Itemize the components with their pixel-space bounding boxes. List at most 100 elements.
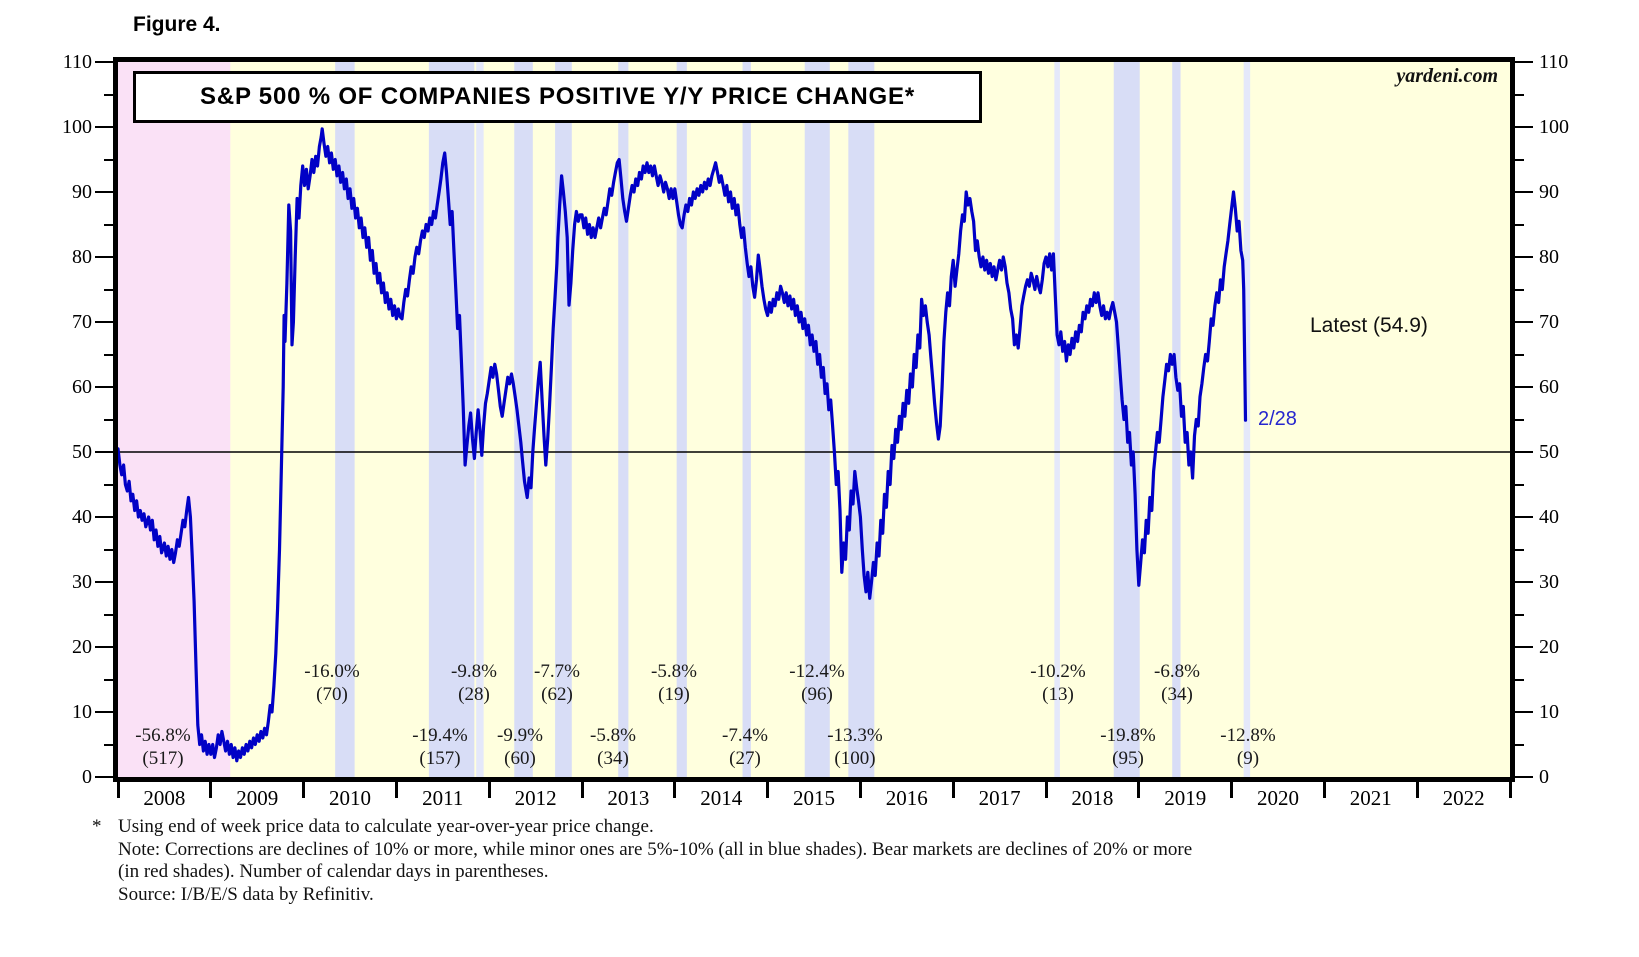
x-year-tick — [1415, 782, 1419, 798]
y-tick-right — [1515, 288, 1524, 291]
footnote-line-2: Note: Corrections are declines of 10% or… — [118, 838, 1193, 860]
decline-days: (95) — [1112, 748, 1144, 769]
y-tick-right — [1515, 386, 1533, 388]
y-tick-left — [95, 191, 113, 193]
y-tick-right — [1515, 548, 1524, 551]
decline-annotation: -10.2% (13) — [988, 660, 1128, 706]
y-axis-label-right: 100 — [1539, 116, 1569, 138]
year-label: 2008 — [143, 786, 186, 810]
decline-annotation: -13.3% (100) — [785, 724, 925, 770]
correction-band — [618, 62, 629, 777]
y-tick-left — [104, 288, 113, 291]
decline-annotation: -6.8% (34) — [1107, 660, 1247, 706]
year-label: 2011 — [422, 786, 464, 810]
y-axis-label-left: 100 — [62, 116, 92, 138]
decline-percent: -19.4% — [412, 725, 468, 746]
y-tick-left — [95, 776, 113, 778]
watermark-yardeni: yardeni.com — [1396, 65, 1498, 87]
year-label: 2016 — [885, 786, 928, 810]
x-year-tick — [1508, 782, 1512, 798]
decline-percent: -5.8% — [590, 725, 636, 746]
x-year-tick — [487, 782, 491, 798]
decline-annotation: -16.0% (70) — [262, 660, 402, 706]
y-tick-right — [1515, 418, 1524, 421]
decline-percent: -12.4% — [789, 661, 845, 682]
correction-band — [335, 62, 355, 777]
y-tick-right — [1515, 711, 1533, 713]
decline-percent: -9.9% — [497, 725, 543, 746]
figure-label: Figure 4. — [133, 13, 221, 36]
year-label: 2017 — [978, 786, 1021, 810]
decline-percent: -10.2% — [1030, 661, 1086, 682]
y-axis-label-left: 70 — [72, 311, 92, 333]
y-tick-right — [1515, 743, 1524, 746]
y-tick-left — [104, 418, 113, 421]
y-axis-label-left: 80 — [72, 246, 92, 268]
decline-days: (19) — [658, 684, 690, 705]
decline-annotation: -56.8% (517) — [93, 724, 233, 770]
y-tick-left — [95, 126, 113, 128]
chart-title: S&P 500 % OF COMPANIES POSITIVE Y/Y PRIC… — [200, 83, 915, 110]
year-label: 2019 — [1164, 786, 1207, 810]
y-tick-right — [1515, 93, 1524, 96]
decline-annotation: -5.8% (19) — [604, 660, 744, 706]
y-tick-left — [95, 321, 113, 323]
decline-days: (100) — [834, 748, 876, 769]
y-tick-left — [95, 646, 113, 648]
y-tick-left — [104, 613, 113, 616]
decline-percent: -12.8% — [1220, 725, 1276, 746]
decline-days: (27) — [729, 748, 761, 769]
footnote-line-1: Using end of week price data to calculat… — [118, 816, 654, 837]
decline-days: (13) — [1042, 684, 1074, 705]
decline-days: (157) — [419, 748, 461, 769]
x-year-tick — [116, 782, 120, 798]
year-label: 2012 — [514, 786, 557, 810]
year-label: 2014 — [700, 786, 743, 810]
y-tick-right — [1515, 223, 1524, 226]
decline-days: (70) — [316, 684, 348, 705]
footnote-source: Source: I/B/E/S data by Refinitiv. — [118, 883, 374, 905]
x-year-tick — [394, 782, 398, 798]
price-line — [118, 127, 1248, 763]
y-tick-right — [1515, 678, 1524, 681]
decline-percent: -7.7% — [534, 661, 580, 682]
decline-percent: -13.3% — [827, 725, 883, 746]
y-tick-right — [1515, 516, 1533, 518]
decline-annotation: -9.8% (28) — [404, 660, 544, 706]
y-tick-left — [95, 386, 113, 388]
decline-annotation: -12.8% (9) — [1178, 724, 1318, 770]
y-axis-label-left: 0 — [82, 766, 92, 788]
x-year-tick — [673, 782, 677, 798]
y-tick-right — [1515, 646, 1533, 648]
year-label: 2009 — [236, 786, 279, 810]
decline-annotation: -7.7% (62) — [487, 660, 627, 706]
decline-annotation: -9.9% (60) — [450, 724, 590, 770]
y-axis-label-right: 30 — [1539, 571, 1559, 593]
x-year-tick — [1137, 782, 1141, 798]
decline-percent: -19.8% — [1100, 725, 1156, 746]
x-year-tick — [580, 782, 584, 798]
y-axis-label-right: 20 — [1539, 636, 1559, 658]
plot-area: S&P 500 % OF COMPANIES POSITIVE Y/Y PRIC… — [113, 57, 1515, 782]
y-axis-label-right: 40 — [1539, 506, 1559, 528]
y-tick-left — [95, 61, 113, 63]
decline-percent: -6.8% — [1154, 661, 1200, 682]
y-axis-label-left: 40 — [72, 506, 92, 528]
decline-days: (96) — [801, 684, 833, 705]
decline-annotation: -19.8% (95) — [1058, 724, 1198, 770]
y-tick-right — [1515, 321, 1533, 323]
y-axis-label-right: 60 — [1539, 376, 1559, 398]
y-tick-right — [1515, 256, 1533, 258]
decline-percent: -5.8% — [651, 661, 697, 682]
y-axis-label-left: 50 — [72, 441, 92, 463]
year-label: 2021 — [1349, 786, 1392, 810]
decline-days: (34) — [1161, 684, 1193, 705]
y-tick-right — [1515, 613, 1524, 616]
y-tick-left — [95, 451, 113, 453]
correction-band — [514, 62, 533, 777]
correction-band — [804, 62, 830, 777]
y-tick-right — [1515, 126, 1533, 128]
y-tick-left — [95, 581, 113, 583]
decline-percent: -9.8% — [451, 661, 497, 682]
decline-annotation: -12.4% (96) — [747, 660, 887, 706]
